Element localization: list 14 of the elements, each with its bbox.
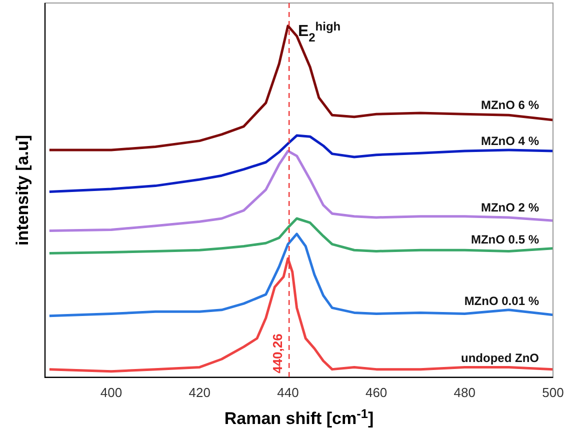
x-tick-label: 400 [100, 384, 122, 400]
x-tick-label: 480 [454, 384, 476, 400]
y-axis-title: intensity [a.u] [13, 134, 32, 246]
x-tick-label: 440 [277, 384, 299, 400]
series-label: MZnO 6 % [480, 98, 540, 112]
series-label: MZnO 0.01 % [464, 294, 540, 308]
series-label: MZnO 0.5 % [470, 232, 540, 246]
x-tick-label: 500 [542, 384, 564, 400]
series-label: MZnO 4 % [480, 134, 540, 148]
x-tick-label: 460 [365, 384, 388, 400]
ref-line-label: 440,26 [270, 334, 286, 374]
series-label: MZnO 2 % [480, 200, 540, 214]
series-label: undoped ZnO [461, 351, 539, 366]
x-tick-label: 420 [188, 384, 210, 400]
